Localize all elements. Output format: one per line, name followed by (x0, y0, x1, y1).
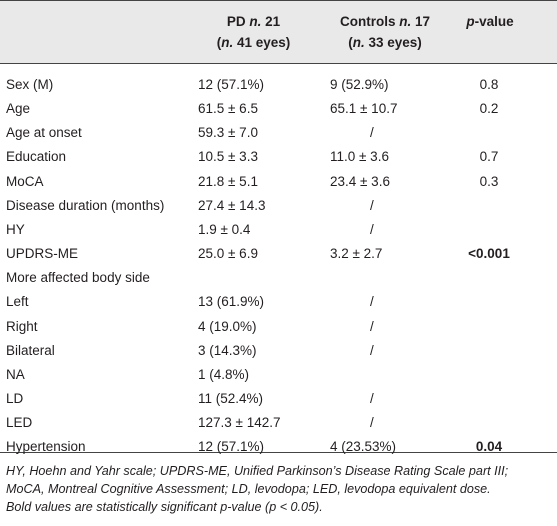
controls-cell: / (370, 221, 374, 237)
row-label: Education (6, 149, 67, 165)
header-text: 41 eyes) (236, 35, 291, 50)
p-cell: 0.7 (479, 149, 499, 165)
pd-cell: 11 (52.4%) (198, 390, 264, 406)
row-label: Bilateral (6, 342, 55, 358)
pd-cell: 59.3 ± 7.0 (198, 125, 258, 141)
pd-cell: 1 (4.8%) (198, 366, 250, 382)
row-label: Sex (M) (6, 77, 54, 92)
footnote-line: MoCA, Montreal Cognitive Assessment; LD,… (6, 482, 491, 496)
footnote-line: HY, Hoehn and Yahr scale; UPDRS-ME, Unif… (6, 464, 509, 478)
row-label: Disease duration (months) (6, 197, 165, 213)
pd-cell: 3 (14.3%) (198, 342, 257, 358)
row-label: LED (6, 415, 33, 431)
controls-cell: 4 (23.53%) (330, 439, 397, 455)
pd-cell: 13 (61.9%) (198, 294, 265, 310)
header-text: 17 (415, 14, 431, 29)
p-cell: <0.001 (468, 246, 510, 262)
controls-cell: / (370, 415, 374, 431)
header-cell: (n. 41 eyes) (197, 34, 310, 52)
header-text: n. (352, 35, 365, 50)
row-label: More affected body side (6, 270, 150, 286)
header-cell: (n. 33 eyes) (320, 34, 450, 52)
p-cell: 0.8 (479, 77, 499, 92)
pd-cell: 21.8 ± 5.1 (198, 173, 258, 189)
header-text: PD (226, 14, 246, 29)
p-cell: 0.04 (475, 439, 503, 455)
header-band (0, 0, 557, 64)
header-text: 21 (265, 14, 281, 29)
controls-cell: / (370, 390, 374, 406)
controls-cell: / (370, 197, 374, 213)
controls-cell: / (370, 125, 374, 141)
pd-cell: 61.5 ± 6.5 (198, 101, 258, 117)
controls-cell: / (370, 294, 374, 310)
pd-cell: 10.5 ± 3.3 (198, 149, 258, 165)
pd-cell: 25.0 ± 6.9 (198, 246, 258, 262)
p-cell: 0.3 (479, 173, 499, 189)
row-label: Age at onset (6, 125, 82, 141)
row-label: HY (6, 221, 25, 237)
row-label: Left (6, 294, 29, 310)
controls-cell: 9 (52.9%) (330, 77, 389, 92)
controls-cell: 23.4 ± 3.6 (330, 173, 390, 189)
p-cell: 0.2 (479, 101, 499, 117)
row-label: MoCA (6, 173, 44, 189)
header-text: p (466, 14, 475, 29)
footnote-line: Bold values are statistically significan… (6, 500, 323, 514)
pd-cell: 12 (57.1%) (198, 439, 265, 455)
bottom-rule (0, 452, 557, 453)
pd-cell: 1.9 ± 0.4 (198, 221, 251, 237)
header-text: 33 eyes) (368, 35, 422, 50)
row-label: Right (6, 318, 38, 334)
pd-cell: 4 (19.0%) (198, 318, 257, 334)
pd-cell: 27.4 ± 14.3 (198, 197, 266, 213)
controls-cell: 11.0 ± 3.6 (330, 149, 389, 165)
row-label: NA (6, 366, 25, 382)
controls-cell: 3.2 ± 2.7 (330, 246, 383, 262)
header-text: n. (249, 14, 262, 29)
header-text: ( (216, 35, 222, 50)
header-cell: p-value (445, 13, 535, 31)
row-label: Age (6, 101, 31, 117)
header-text: Controls (339, 14, 396, 29)
header-text: n. (221, 35, 234, 50)
pd-cell: 127.3 ± 142.7 (198, 415, 281, 431)
row-label: LD (6, 390, 24, 406)
controls-cell: / (370, 318, 374, 334)
pd-cell: 12 (57.1%) (198, 77, 265, 92)
header-text: -value (474, 14, 514, 29)
row-label: Hypertension (6, 439, 86, 455)
header-cell: PD n. 21 (197, 13, 310, 31)
row-label: UPDRS-ME (6, 246, 79, 262)
header-text: ( (348, 35, 353, 50)
controls-cell: / (370, 342, 374, 358)
header-text: n. (399, 14, 412, 29)
controls-cell: 65.1 ± 10.7 (330, 101, 398, 117)
header-cell: Controls n. 17 (320, 13, 450, 31)
